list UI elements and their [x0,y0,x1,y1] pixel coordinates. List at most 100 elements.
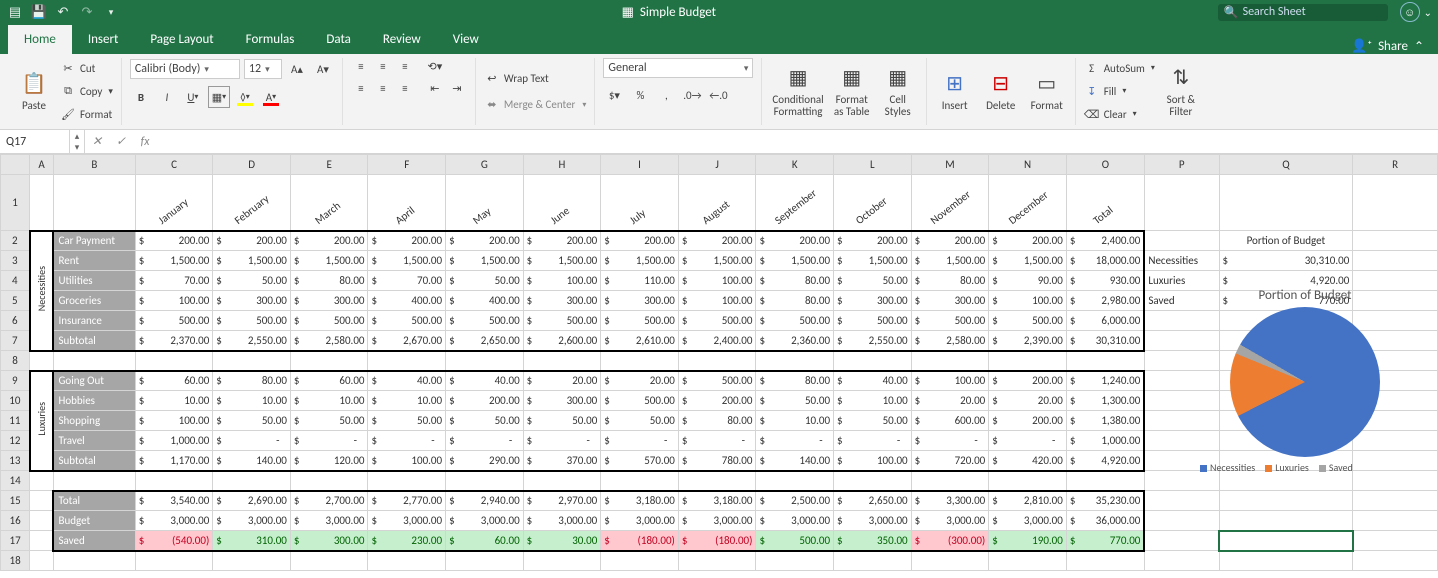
data-cell[interactable]: $100.00 [678,291,756,311]
data-cell[interactable]: $4,920.00 [1066,451,1144,471]
format-as-table-button[interactable]: ▦Format as Table [832,58,872,122]
undo-icon[interactable]: ↶ [54,3,72,21]
data-cell[interactable]: $780.00 [678,451,756,471]
data-cell[interactable]: $- [756,431,834,451]
save-icon[interactable]: 💾 [30,3,48,21]
data-cell[interactable]: $570.00 [601,451,679,471]
cell-P17[interactable] [1144,531,1219,551]
col-header-D[interactable]: D [213,155,291,175]
data-cell[interactable]: $190.00 [989,531,1067,551]
merge-center-button[interactable]: ⬌Merge & Center▾ [484,95,587,115]
col-header-E[interactable]: E [290,155,368,175]
col-header-Q[interactable]: Q [1219,155,1353,175]
blank-cell[interactable] [834,551,912,571]
data-cell[interactable]: $50.00 [834,411,912,431]
italic-button[interactable]: I [156,86,178,108]
data-cell[interactable]: $18,000.00 [1066,251,1144,271]
borders-button[interactable]: ▦▾ [208,86,230,108]
data-cell[interactable]: $2,370.00 [135,331,213,351]
titlebar-caret-icon[interactable]: ⌄ [1424,6,1432,19]
data-cell[interactable]: $370.00 [523,451,601,471]
cell-P1[interactable] [1144,175,1219,231]
col-header-B[interactable]: B [53,155,135,175]
name-box[interactable]: Q17 [0,130,70,153]
data-cell[interactable]: $1,300.00 [1066,391,1144,411]
data-cell[interactable]: $500.00 [601,311,679,331]
data-cell[interactable]: $500.00 [678,371,756,391]
data-cell[interactable]: $300.00 [290,291,368,311]
col-header-P[interactable]: P [1144,155,1219,175]
data-cell[interactable]: $200.00 [989,231,1067,251]
cell-Q17[interactable] [1219,531,1353,551]
data-cell[interactable]: $3,000.00 [678,511,756,531]
data-cell[interactable]: $1,500.00 [911,251,989,271]
data-cell[interactable]: $500.00 [446,311,524,331]
col-header-C[interactable]: C [135,155,213,175]
col-header-M[interactable]: M [911,155,989,175]
select-all-corner[interactable] [1,155,30,175]
align-center-icon[interactable]: ≡ [373,80,393,96]
data-cell[interactable]: $930.00 [1066,271,1144,291]
data-cell[interactable]: $- [446,431,524,451]
data-cell[interactable]: $10.00 [213,391,291,411]
cell-B1[interactable] [53,175,135,231]
data-cell[interactable]: $50.00 [601,411,679,431]
align-top-icon[interactable]: ≡ [351,58,371,74]
data-cell[interactable]: $1,000.00 [1066,431,1144,451]
data-cell[interactable]: $3,000.00 [446,511,524,531]
enter-formula-icon[interactable]: ✓ [109,134,133,149]
blank-cell[interactable] [523,471,601,491]
cell-P15[interactable] [1144,491,1219,511]
data-cell[interactable]: $300.00 [911,291,989,311]
align-left-icon[interactable]: ≡ [351,80,371,96]
data-cell[interactable]: $80.00 [213,371,291,391]
data-cell[interactable]: $2,500.00 [756,491,834,511]
blank-cell[interactable] [290,351,368,371]
col-header-J[interactable]: J [678,155,756,175]
data-cell[interactable]: $300.00 [523,391,601,411]
cell-R16[interactable] [1353,511,1438,531]
format-painter-button[interactable]: 🖌Format [60,104,113,124]
col-header-O[interactable]: O [1066,155,1144,175]
data-cell[interactable]: $70.00 [135,271,213,291]
col-header-R[interactable]: R [1353,155,1438,175]
data-cell[interactable]: $500.00 [135,311,213,331]
data-cell[interactable]: $310.00 [213,531,291,551]
percent-button[interactable]: % [629,84,651,106]
data-cell[interactable]: $300.00 [213,291,291,311]
data-cell[interactable]: $10.00 [290,391,368,411]
row-header-16[interactable]: 16 [1,511,30,531]
data-cell[interactable]: $35,230.00 [1066,491,1144,511]
data-cell[interactable]: $2,770.00 [368,491,446,511]
data-cell[interactable]: $2,700.00 [290,491,368,511]
copy-button[interactable]: ⧉Copy▾ [60,81,113,101]
data-cell[interactable]: $3,000.00 [290,511,368,531]
data-cell[interactable]: $2,390.00 [989,331,1067,351]
data-cell[interactable]: $50.00 [446,271,524,291]
data-cell[interactable]: $2,650.00 [446,331,524,351]
data-cell[interactable]: $6,000.00 [1066,311,1144,331]
blank-cell[interactable] [678,551,756,571]
col-header-L[interactable]: L [834,155,912,175]
data-cell[interactable]: $1,500.00 [601,251,679,271]
blank-cell[interactable] [135,351,213,371]
data-cell[interactable]: $200.00 [678,391,756,411]
autosum-button[interactable]: ΣAutoSum▾ [1084,58,1155,78]
search-sheet[interactable]: 🔍 Search Sheet [1218,4,1388,21]
grid[interactable]: ABCDEFGHIJKLMNOPQR 1JanuaryFebruaryMarch… [0,154,1438,578]
data-cell[interactable]: $1,500.00 [290,251,368,271]
collapse-ribbon-icon[interactable]: ⌃ [1414,39,1424,54]
cell-A17[interactable] [30,531,54,551]
data-cell[interactable]: $2,670.00 [368,331,446,351]
data-cell[interactable]: $290.00 [446,451,524,471]
row-header-14[interactable]: 14 [1,471,30,491]
data-cell[interactable]: $500.00 [290,311,368,331]
data-cell[interactable]: $100.00 [523,271,601,291]
data-cell[interactable]: $200.00 [446,231,524,251]
tab-home[interactable]: Home [8,25,72,54]
blank-cell[interactable] [446,351,524,371]
blank-cell[interactable] [523,551,601,571]
data-cell[interactable]: $70.00 [368,271,446,291]
data-cell[interactable]: $3,000.00 [601,511,679,531]
blank-cell[interactable] [30,551,54,571]
